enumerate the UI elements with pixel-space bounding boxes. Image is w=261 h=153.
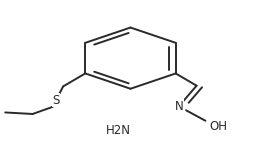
Text: H2N: H2N (106, 124, 131, 137)
Text: S: S (52, 94, 60, 107)
Text: N: N (174, 100, 183, 113)
Text: OH: OH (209, 120, 227, 133)
